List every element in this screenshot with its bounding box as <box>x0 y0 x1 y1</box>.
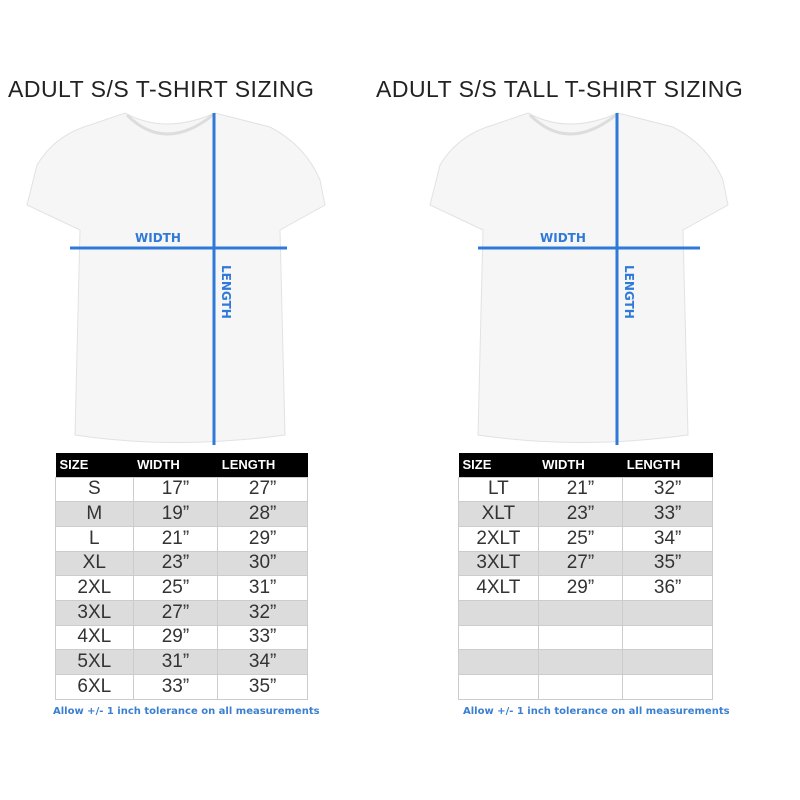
width-cell: 27” <box>132 599 219 626</box>
left-title: ADULT S/S T-SHIRT SIZING <box>8 76 315 102</box>
size-cell: LT <box>458 476 539 503</box>
size-cell: XLT <box>458 501 539 527</box>
column-header: LENGTH <box>217 453 308 477</box>
table-row: S 17” 27” <box>55 476 308 503</box>
size-cell: 4XLT <box>458 575 539 601</box>
right-title: ADULT S/S TALL T-SHIRT SIZING <box>376 76 744 102</box>
length-cell: 35” <box>622 550 713 577</box>
width-cell: 23” <box>132 550 219 577</box>
table-row: 6XL 33” 35” <box>55 674 308 700</box>
size-cell: M <box>55 501 134 527</box>
column-header: WIDTH <box>133 453 218 477</box>
width-cell <box>537 649 624 675</box>
column-header: LENGTH <box>622 453 713 477</box>
size-cell: 2XLT <box>458 525 539 552</box>
length-cell <box>622 649 713 675</box>
width-cell: 27” <box>537 550 624 577</box>
length-cell <box>622 624 713 651</box>
width-cell: 21” <box>537 476 624 503</box>
length-cell: 33” <box>622 501 713 527</box>
width-cell: 19” <box>132 501 219 527</box>
width-cell: 31” <box>132 649 219 675</box>
size-cell <box>458 624 539 651</box>
width-cell <box>537 674 624 700</box>
table-row: XL 23” 30” <box>55 550 308 577</box>
right-tolerance-note: Allow +/- 1 inch tolerance on all measur… <box>463 706 730 717</box>
column-header: SIZE <box>55 453 134 477</box>
table-row: 3XLT 27” 35” <box>458 550 713 577</box>
right-length-label: LENGTH <box>622 265 636 319</box>
length-cell: 34” <box>217 649 308 675</box>
table-row: 5XL 31” 34” <box>55 649 308 675</box>
size-cell: 3XLT <box>458 550 539 577</box>
table-header: SIZE WIDTH LENGTH <box>458 453 713 477</box>
width-cell: 29” <box>132 624 219 651</box>
length-cell: 35” <box>217 674 308 700</box>
length-cell: 28” <box>217 501 308 527</box>
width-cell: 17” <box>132 476 219 503</box>
width-cell: 25” <box>537 525 624 552</box>
length-cell: 34” <box>622 525 713 552</box>
right-width-label: WIDTH <box>540 231 586 245</box>
length-cell <box>622 674 713 700</box>
right-size-table: SIZE WIDTH LENGTH LT 21” 32” XLT 23” 33” 2XLT 25” 3… <box>458 453 713 700</box>
width-cell: 25” <box>132 575 219 601</box>
size-cell: 3XL <box>55 599 134 626</box>
table-row: LT 21” 32” <box>458 476 713 503</box>
table-row: 2XLT 25” 34” <box>458 525 713 552</box>
size-cell: XL <box>55 550 134 577</box>
width-cell: 21” <box>132 525 219 552</box>
size-cell: 4XL <box>55 624 134 651</box>
table-row <box>458 599 713 626</box>
size-cell: S <box>55 476 134 503</box>
left-shirt-diagram: WIDTH LENGTH <box>26 112 326 445</box>
table-row: 3XL 27” 32” <box>55 599 308 626</box>
length-cell: 36” <box>622 575 713 601</box>
length-cell: 30” <box>217 550 308 577</box>
left-length-label: LENGTH <box>219 265 233 319</box>
length-cell: 31” <box>217 575 308 601</box>
column-header: SIZE <box>458 453 539 477</box>
table-row: XLT 23” 33” <box>458 501 713 527</box>
length-cell: 32” <box>217 599 308 626</box>
left-tolerance-note: Allow +/- 1 inch tolerance on all measur… <box>53 706 320 717</box>
size-cell <box>458 599 539 626</box>
width-cell: 33” <box>132 674 219 700</box>
table-row: 4XL 29” 33” <box>55 624 308 651</box>
size-cell: 2XL <box>55 575 134 601</box>
length-cell: 29” <box>217 525 308 552</box>
size-cell: 5XL <box>55 649 134 675</box>
length-cell <box>622 599 713 626</box>
table-row <box>458 649 713 675</box>
right-shirt-diagram: WIDTH LENGTH <box>429 112 729 445</box>
table-row: M 19” 28” <box>55 501 308 527</box>
column-header: WIDTH <box>538 453 623 477</box>
size-cell: 6XL <box>55 674 134 700</box>
size-cell <box>458 649 539 675</box>
length-cell: 27” <box>217 476 308 503</box>
width-cell <box>537 624 624 651</box>
width-cell: 23” <box>537 501 624 527</box>
left-width-label: WIDTH <box>135 231 181 245</box>
length-cell: 32” <box>622 476 713 503</box>
size-cell <box>458 674 539 700</box>
table-row: L 21” 29” <box>55 525 308 552</box>
table-row: 2XL 25” 31” <box>55 575 308 601</box>
table-row <box>458 674 713 700</box>
size-cell: L <box>55 525 134 552</box>
left-size-table: SIZE WIDTH LENGTH S 17” 27” M 19” 28” L 21” 29” XL 23… <box>55 453 308 700</box>
length-cell: 33” <box>217 624 308 651</box>
width-cell <box>537 599 624 626</box>
width-cell: 29” <box>537 575 624 601</box>
table-header: SIZE WIDTH LENGTH <box>55 453 308 477</box>
table-row: 4XLT 29” 36” <box>458 575 713 601</box>
table-row <box>458 624 713 651</box>
